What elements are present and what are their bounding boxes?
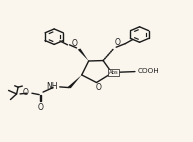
Text: COOH: COOH [138,68,160,74]
Polygon shape [78,48,89,61]
Text: O: O [22,88,28,97]
Text: O: O [96,83,101,92]
Text: O: O [37,103,43,112]
Text: Abs: Abs [109,70,119,75]
Text: NH: NH [46,82,58,91]
Polygon shape [68,75,82,88]
Text: O: O [72,39,78,48]
Text: O: O [115,38,120,47]
